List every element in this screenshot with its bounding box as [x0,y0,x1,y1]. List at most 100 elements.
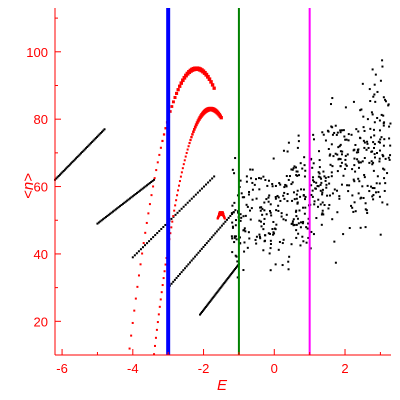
data-point-red [209,80,213,84]
data-point [292,218,295,221]
data-point [116,207,119,210]
data-point [266,184,269,187]
data-point [326,194,329,197]
data-point [160,228,163,231]
data-point [321,188,324,191]
data-point [297,134,300,137]
data-point-red [130,334,133,337]
data-point [374,191,377,194]
data-point [348,227,351,230]
data-point [234,268,237,271]
data-point-red [156,161,159,164]
data-point [277,209,280,212]
data-point [180,271,183,274]
data-point [259,237,262,240]
data-point [351,206,354,209]
data-point [258,235,261,238]
data-point [82,149,85,152]
data-point [271,183,274,186]
data-point-red [141,252,144,255]
data-point [268,252,271,255]
data-point [372,128,375,131]
data-point [320,181,323,184]
data-point [287,260,290,263]
data-point [375,152,378,155]
data-point [137,190,140,193]
data-point [283,191,286,194]
data-point [186,201,189,204]
data-point [205,304,208,307]
data-point [354,210,357,213]
data-point [262,228,265,231]
data-point [269,247,272,250]
data-point [248,237,251,240]
data-point [371,195,374,198]
data-point [61,171,64,174]
data-point [312,176,315,179]
data-point [306,227,309,230]
data-point [128,197,131,200]
data-point [292,224,295,227]
data-point [369,127,372,130]
data-point [131,256,134,259]
data-point [321,193,324,196]
data-point [271,185,274,188]
data-point [231,237,234,240]
data-point [287,268,290,271]
data-point [354,170,357,173]
data-point [65,167,68,170]
data-point [379,138,382,141]
data-point [260,177,263,180]
data-point [258,219,261,222]
data-point [89,142,92,145]
data-point [363,176,366,179]
data-point [298,174,301,177]
data-point [254,178,257,181]
data-point [312,138,315,141]
data-point [382,167,385,170]
data-point [282,238,285,241]
data-point [220,224,223,227]
data-point [285,213,288,216]
data-point [99,220,102,223]
data-point [244,230,247,233]
data-point [222,222,225,225]
data-point [247,231,250,234]
data-point [318,172,321,175]
data-point [334,152,337,155]
data-point [357,160,360,163]
data-point [356,149,359,152]
data-point-red [158,153,161,156]
x-tick-label: -4 [127,361,139,376]
data-point [305,226,308,229]
data-point [333,188,336,191]
data-point [154,234,157,237]
data-point-red [171,220,174,223]
data-point [265,213,268,216]
data-point-red [170,105,174,108]
data-point [290,183,293,186]
data-point [293,165,296,168]
data-point [113,209,116,212]
data-point [387,104,390,107]
data-point [246,205,249,208]
data-point [294,166,297,169]
data-point [243,196,246,199]
data-point [296,170,299,173]
data-point [283,197,286,200]
data-point [182,205,185,208]
data-point [273,232,276,235]
data-point [363,156,366,159]
data-point-red [162,277,165,280]
data-point [214,232,217,235]
data-point-red [181,78,185,83]
data-point [380,113,383,116]
data-point [212,295,215,298]
data-point [139,248,142,251]
data-point [317,198,320,201]
data-point [164,223,167,226]
y-tick-label: 60 [34,180,48,195]
data-point-red [163,270,166,273]
data-point-red [182,75,187,80]
